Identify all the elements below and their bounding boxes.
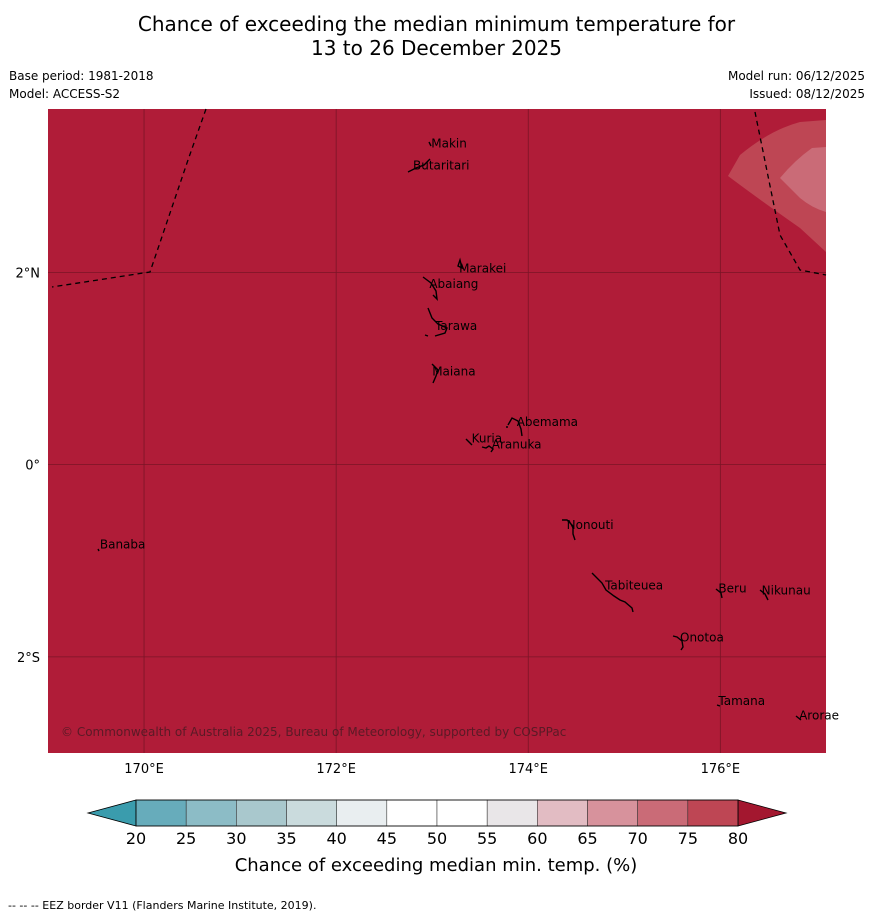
colorbar-tick-label: 45 [377, 829, 397, 848]
lat-tick-label: 2°N [16, 266, 41, 281]
place-label: Makin [431, 136, 467, 150]
island-beru [715, 588, 723, 599]
lon-tick-label: 170°E [124, 762, 164, 777]
place-label: Nonouti [567, 518, 614, 532]
island-outlines [97, 141, 802, 721]
colorbar-segment [486, 799, 538, 827]
place-label: Beru [718, 581, 746, 595]
place-label: Abaiang [429, 277, 478, 291]
island-maiana [431, 363, 439, 384]
colorbar-tick-label: 40 [326, 829, 346, 848]
island-onotoa [672, 635, 684, 651]
place-label: Maiana [432, 364, 475, 378]
place-label: Onotoa [680, 631, 724, 645]
island-nikunau [759, 589, 769, 601]
place-label: Nikunau [762, 583, 811, 597]
colorbar-tick-label: 60 [527, 829, 547, 848]
lon-tick-label: 174°E [508, 762, 548, 777]
shading-70-75 [728, 120, 826, 252]
island-tarawa [424, 307, 448, 337]
chart-title: Chance of exceeding the median minimum t… [0, 12, 873, 60]
colorbar-low-extend [86, 799, 137, 827]
lon-tick-label: 176°E [701, 762, 741, 777]
place-label: Arorae [799, 708, 839, 722]
colorbar-segment [637, 799, 689, 827]
model-name: Model: ACCESS-S2 [9, 87, 121, 101]
colorbar-tick-label: 50 [427, 829, 447, 848]
model-run: Model run: 06/12/2025 [727, 69, 865, 83]
base-period: Base period: 1981-2018 [9, 69, 154, 83]
colorbar-tick-label: 55 [477, 829, 497, 848]
colorbar-tick-label: 70 [627, 829, 647, 848]
place-label: Aranuka [492, 437, 542, 451]
map-background [48, 109, 826, 753]
place-label: Tabiteuea [604, 579, 663, 593]
title-line-2: 13 to 26 December 2025 [310, 36, 562, 60]
colorbar-segment [386, 799, 438, 827]
probability-shading [728, 120, 826, 252]
grid-lines [48, 109, 826, 753]
colorbar-segment [537, 799, 588, 827]
axis-labels: 170°E 172°E 174°E 176°E 2°N 0° 2°S [16, 266, 741, 777]
place-label: Banaba [100, 537, 146, 551]
place-label: Abemama [517, 415, 578, 429]
island-arorae [795, 715, 802, 721]
eez-line-east [754, 111, 827, 276]
colorbar-segment [436, 799, 488, 827]
colorbar-tick-label: 80 [728, 829, 748, 848]
meta-left: Base period: 1981-2018 Model: ACCESS-S2 [9, 67, 154, 103]
island-butaritari [407, 158, 431, 173]
lat-tick-label: 2°S [17, 651, 40, 666]
colorbar: 20 25 30 35 40 45 50 55 60 65 70 75 80 [86, 799, 788, 848]
colorbar-tick-label: 25 [176, 829, 196, 848]
colorbar-tick-label: 35 [276, 829, 296, 848]
colorbar-title: Chance of exceeding median min. temp. (%… [235, 855, 638, 876]
eez-line-west [51, 108, 207, 288]
island-nonouti [562, 519, 576, 541]
lon-tick-label: 172°E [316, 762, 356, 777]
colorbar-segment [687, 799, 739, 827]
place-label: Marakei [459, 261, 506, 275]
island-abemama [506, 417, 523, 437]
colorbar-segment [236, 799, 287, 827]
lat-tick-label: 0° [25, 459, 40, 474]
colorbar-segment [336, 799, 388, 827]
colorbar-segment [135, 799, 187, 827]
island-tamana [716, 704, 721, 707]
island-marakei [457, 257, 464, 270]
colorbar-frame [135, 799, 739, 827]
colorbar-segment [185, 799, 237, 827]
issued-date: Issued: 08/12/2025 [749, 87, 865, 101]
island-aranuka [481, 445, 494, 453]
colorbar-tick-label: 30 [226, 829, 246, 848]
place-label: Kuria [472, 432, 503, 446]
shading-75-80 [780, 147, 826, 212]
island-kuria [465, 438, 473, 446]
island-makin [428, 141, 432, 147]
eez-footnote: -- -- -- EEZ border V11 (Flanders Marine… [8, 899, 317, 912]
colorbar-tick-label: 75 [678, 829, 698, 848]
place-label: Butaritari [413, 159, 470, 173]
colorbar-tick-label: 65 [577, 829, 597, 848]
place-labels: Makin Butaritari Marakei Abaiang Tarawa Maian… [100, 136, 839, 722]
island-abaiang [422, 276, 438, 301]
colorbar-segment [587, 799, 638, 827]
place-label: Tamana [717, 694, 765, 708]
colorbar-segment [286, 799, 337, 827]
eez-border [51, 108, 827, 288]
copyright-notice: © Commonwealth of Australia 2025, Bureau… [61, 725, 566, 739]
meta-right: Model run: 06/12/2025 Issued: 08/12/2025 [728, 67, 865, 103]
colorbar-tick-label: 20 [126, 829, 146, 848]
title-line-1: Chance of exceeding the median minimum t… [137, 12, 736, 36]
colorbar-high-extend [737, 799, 788, 827]
place-label: Tarawa [434, 319, 477, 333]
island-banaba [97, 548, 100, 552]
island-tabiteuea [591, 572, 634, 613]
